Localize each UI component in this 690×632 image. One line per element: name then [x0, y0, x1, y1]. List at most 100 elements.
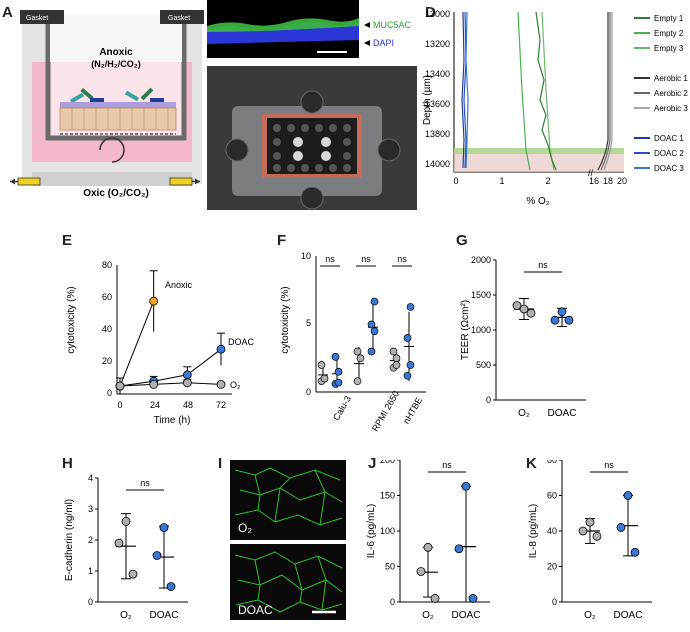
anoxic-title: Anoxic	[99, 47, 133, 58]
panel-h-letter: H	[62, 455, 73, 472]
chart-d-legend: Empty 1 Empty 2 Empty 3 Aerobic 1 Aerobi…	[634, 14, 688, 173]
ytick-label: 80	[547, 460, 557, 465]
data-point	[152, 551, 162, 560]
gasket-left	[20, 10, 64, 24]
ylabel: E-cadherin (ng/ml)	[64, 499, 75, 581]
chart-f: cytotoxicity (%) 0 5 10 ns ns ns Calu-3 RP…	[280, 251, 426, 433]
e-point	[149, 379, 159, 389]
f-point	[389, 347, 398, 356]
e-ytick: 40	[102, 324, 112, 334]
f-category: nHTBE	[401, 395, 424, 425]
category-label: DOAC	[548, 408, 577, 419]
i-bottom-label: DOAC	[238, 603, 273, 617]
d-ytick: 13000	[425, 9, 450, 19]
e-ytick: 60	[102, 292, 112, 302]
e-point	[182, 370, 192, 380]
f-point	[334, 367, 343, 376]
data-point	[121, 517, 131, 526]
f-point	[367, 347, 376, 356]
doac-3-line	[465, 11, 469, 169]
chart-e-xlabel: Time (h)	[154, 415, 191, 426]
doac-2-line	[463, 11, 467, 169]
aerobic-1-line	[597, 12, 609, 171]
data-point	[616, 523, 626, 532]
e-ytick: 20	[102, 356, 112, 366]
legend-item: DOAC 2	[654, 149, 684, 158]
category-label: O₂	[584, 610, 596, 621]
data-point	[468, 594, 478, 603]
legend-item: Aerobic 2	[654, 89, 688, 98]
f-point	[370, 297, 379, 306]
category-label: DOAC	[150, 610, 179, 621]
data-point	[585, 517, 595, 527]
f-ns-label: ns	[325, 254, 335, 264]
f-point	[367, 320, 376, 329]
data-point	[519, 304, 529, 314]
data-point	[454, 544, 464, 554]
f-point	[331, 353, 340, 361]
data-point	[550, 315, 560, 325]
d-ytick: 14000	[425, 159, 450, 169]
ytick-label: 2000	[471, 255, 491, 265]
ytick-label: 0	[552, 597, 557, 607]
f-category: RPMI 2650	[370, 389, 401, 433]
e-xtick: 24	[150, 400, 160, 410]
device-photo	[207, 66, 417, 210]
category-label: DOAC	[614, 610, 643, 621]
panel-k-letter: K	[526, 455, 537, 472]
ytick-label: 20	[547, 562, 557, 572]
chart-g: TEER (Ωcm²) 0 500 1000 1500 2000 ns O₂ DOAC	[460, 255, 586, 419]
ytick-label: 1000	[471, 325, 491, 335]
f-point	[403, 334, 412, 342]
gasket-left-label: Gasket	[26, 15, 48, 22]
panel-d-letter: D	[425, 4, 436, 21]
panel-i-letter: I	[218, 455, 223, 472]
aerobic-3-line	[603, 12, 613, 171]
d-ytick: 13800	[425, 129, 450, 139]
chart-f-ylabel: cytotoxicity (%)	[280, 286, 291, 353]
d-xtick: 1	[499, 176, 504, 186]
bacteria-cluster	[69, 87, 164, 104]
f-point	[356, 354, 365, 363]
e-ytick: 0	[107, 388, 112, 398]
f-point	[370, 327, 379, 336]
ytick-label: 0	[88, 597, 93, 607]
e-point	[216, 379, 226, 389]
gasket-right	[160, 10, 204, 24]
f-ytick: 0	[306, 387, 311, 397]
data-point	[512, 301, 522, 310]
muc5ac-stain-image: MUC5AC DAPI	[207, 0, 412, 58]
d-ytick: 13600	[425, 99, 450, 109]
data-point	[564, 315, 574, 325]
svg-text://: //	[588, 168, 594, 178]
dapi-label: DAPI	[373, 38, 394, 48]
chart-d-xlabel: % O₂	[526, 196, 549, 207]
panel-f-letter: F	[277, 232, 287, 249]
e-xtick: 48	[183, 400, 193, 410]
legend-item: Aerobic 3	[654, 104, 688, 113]
data-point	[623, 491, 633, 500]
data-point	[166, 582, 176, 591]
f-ns-label: ns	[397, 254, 407, 264]
data-point	[423, 542, 433, 552]
data-point	[630, 547, 640, 557]
data-point	[557, 307, 567, 317]
ytick-label: 0	[390, 597, 395, 607]
empty-1-line	[517, 11, 531, 171]
mixing-arrows-icon	[99, 137, 125, 163]
data-point	[461, 481, 471, 491]
ytick-label: 150	[380, 491, 395, 501]
ytick-label: 500	[476, 360, 491, 370]
d-ytick: 13200	[425, 39, 450, 49]
category-label: O₂	[422, 610, 434, 621]
chart-h: E-cadherin (ng/ml) 0 1 2 3 4 ns O₂ DOAC	[64, 473, 188, 621]
ytick-label: 50	[385, 562, 395, 572]
f-ytick: 5	[306, 318, 311, 328]
legend-item: Empty 3	[654, 44, 684, 53]
f-point	[406, 361, 415, 369]
data-point	[159, 523, 169, 532]
data-point	[416, 567, 426, 576]
category-label: O₂	[120, 610, 132, 621]
ylabel: IL-6 (pg/mL)	[366, 504, 377, 558]
chart-d-yticks: 13000 13200 13400 13600 13800 14000	[425, 9, 450, 169]
